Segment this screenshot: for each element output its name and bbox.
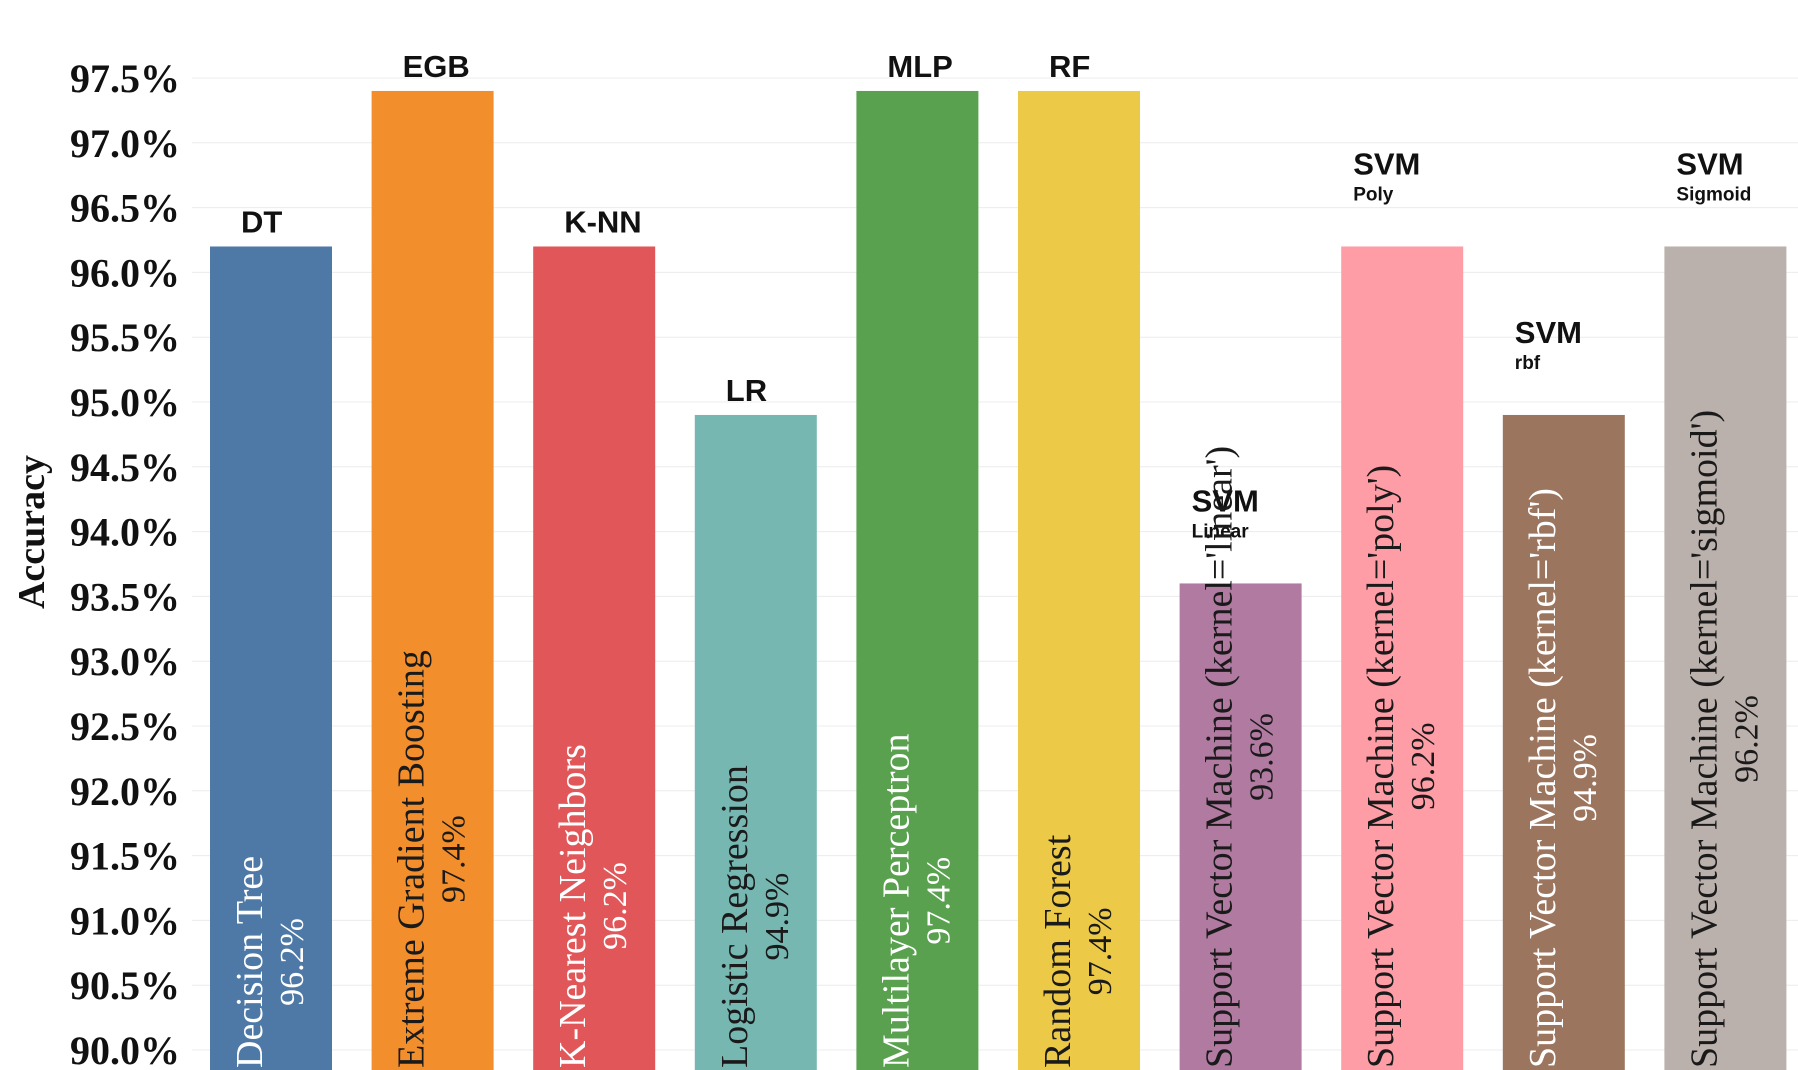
bar-group: DT Decision Tree 96.2% — [210, 204, 332, 1070]
bar — [210, 246, 332, 1070]
y-tick-label: 96.0% — [70, 250, 180, 295]
bar — [533, 246, 656, 1070]
y-tick-label: 93.5% — [70, 574, 180, 619]
y-axis-label: Accuracy — [11, 455, 53, 609]
bar-group: MLP Multilayer Perceptron 97.4% — [856, 49, 979, 1070]
y-tick-label: 92.0% — [70, 769, 180, 814]
y-tick-label: 97.5% — [70, 56, 180, 101]
bar-name-label: Support Vector Machine (kernel='linear') — [1199, 446, 1241, 1068]
y-tick-label: 90.0% — [70, 1028, 180, 1070]
bar-value-label: 96.2% — [1728, 695, 1765, 783]
bar — [1341, 246, 1464, 1070]
bar-name-label: Decision Tree — [229, 856, 271, 1068]
bar-value-label: 94.9% — [759, 873, 796, 961]
bar — [1502, 414, 1625, 1070]
bar-group: K-NN K-Nearest Neighbors 96.2% — [533, 204, 656, 1070]
bar-value-label: 94.9% — [1567, 734, 1604, 822]
y-tick-label: 92.5% — [70, 704, 180, 749]
bar-value-label: 96.2% — [597, 862, 634, 950]
bar-group: SVM Poly Support Vector Machine (kernel='p… — [1341, 146, 1464, 1070]
bar — [856, 90, 979, 1070]
bar-name-label: Multilayer Perceptron — [875, 733, 917, 1068]
bar-name-label: Random Forest — [1037, 834, 1079, 1068]
bar-value-label: 96.2% — [274, 918, 311, 1006]
bar-group: SVM Sigmoid Support Vector Machine (kernel… — [1664, 146, 1787, 1070]
bar — [694, 414, 817, 1070]
bar-name-label: K-Nearest Neighbors — [552, 744, 594, 1068]
bar-name-label: Extreme Gradient Boosting — [391, 650, 433, 1068]
bar-abbr-label: MLP — [887, 49, 952, 84]
bar-value-label: 96.2% — [1405, 722, 1442, 810]
bar-sub-label: Poly — [1353, 184, 1394, 205]
bar-group: RF Random Forest 97.4% — [1018, 49, 1140, 1070]
y-tick-label: 91.0% — [70, 898, 180, 943]
bar-name-label: Logistic Regression — [714, 765, 756, 1068]
bar-value-label: 93.6% — [1244, 713, 1281, 801]
y-axis-ticks: 90.0% 90.5% 91.0% 91.5% 92.0% 92.5% 93.0% 93.5%… — [70, 56, 180, 1070]
bar-abbr-label: EGB — [403, 49, 470, 84]
bar-value-label: 97.4% — [436, 815, 473, 903]
bar — [1018, 90, 1140, 1070]
bar-name-label: Support Vector Machine (kernel='rbf') — [1522, 488, 1564, 1068]
bar-group: SVM rbf Support Vector Machine (kernel='rb… — [1502, 315, 1625, 1070]
bar-abbr-label: SVM — [1515, 315, 1582, 350]
bar-sub-label: rbf — [1515, 353, 1541, 374]
y-tick-label: 95.5% — [70, 315, 180, 360]
bar-sub-label: Linear — [1192, 521, 1250, 542]
bar-group: EGB Extreme Gradient Boosting 97.4% — [371, 49, 494, 1070]
y-axis-title: Accuracy — [11, 455, 53, 609]
bar-abbr-label: LR — [726, 373, 767, 408]
bar-abbr-label: DT — [241, 204, 282, 239]
bar-abbr-label: SVM — [1353, 146, 1420, 181]
bar-value-label: 97.4% — [920, 857, 957, 945]
bar — [371, 90, 494, 1070]
bar — [1664, 246, 1787, 1070]
bar-value-label: 97.4% — [1082, 907, 1119, 995]
bar-abbr-label: RF — [1049, 49, 1090, 84]
bar-group: LR Logistic Regression 94.9% — [694, 373, 817, 1070]
bar-abbr-label: SVM — [1676, 146, 1743, 181]
y-tick-label: 91.5% — [70, 834, 180, 879]
bar-name-label: Support Vector Machine (kernel='poly') — [1360, 465, 1402, 1068]
y-tick-label: 93.0% — [70, 639, 180, 684]
bar-abbr-label: K-NN — [564, 204, 642, 239]
bar-abbr-label: SVM — [1192, 483, 1259, 518]
bar-sub-label: Sigmoid — [1676, 184, 1751, 205]
y-tick-label: 96.5% — [70, 186, 180, 231]
bar — [1179, 583, 1302, 1070]
bar-name-label: Support Vector Machine (kernel='sigmoid'… — [1683, 410, 1725, 1068]
y-tick-label: 90.5% — [70, 963, 180, 1008]
y-tick-label: 97.0% — [70, 121, 180, 166]
y-tick-label: 94.5% — [70, 445, 180, 490]
y-tick-label: 95.0% — [70, 380, 180, 425]
y-tick-label: 94.0% — [70, 510, 180, 555]
